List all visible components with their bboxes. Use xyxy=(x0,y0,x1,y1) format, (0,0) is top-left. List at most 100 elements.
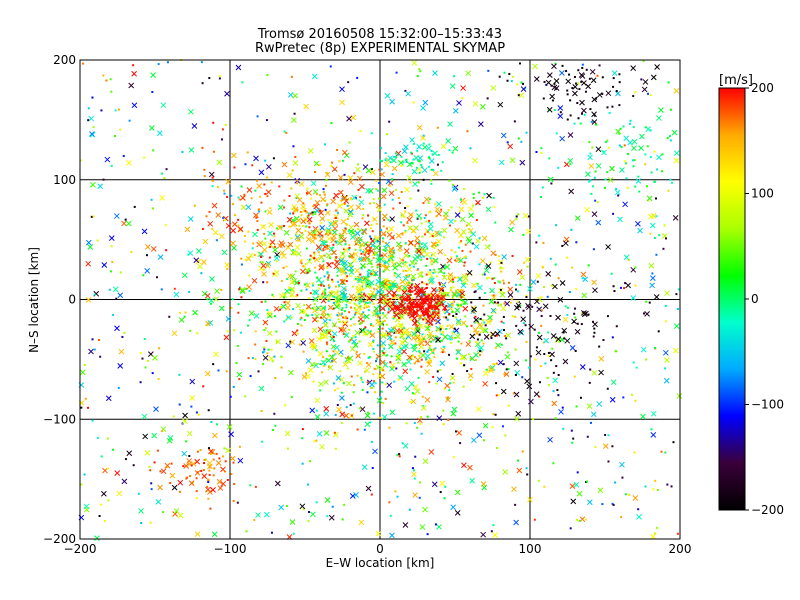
data-point-dot xyxy=(505,368,508,371)
data-point-x xyxy=(298,181,305,187)
data-point-dot xyxy=(604,186,607,189)
data-point-dot xyxy=(374,294,377,297)
data-point-dot xyxy=(484,324,487,327)
data-point-dot xyxy=(213,467,216,470)
data-point-dot xyxy=(542,97,545,100)
data-point-x xyxy=(339,279,346,285)
data-point-dot xyxy=(463,188,466,191)
data-point-dot xyxy=(415,298,418,301)
data-point-dot xyxy=(527,215,530,218)
data-point-dot xyxy=(354,243,357,246)
data-point-dot xyxy=(280,279,283,282)
data-point-dot xyxy=(249,375,252,378)
data-point-x xyxy=(208,297,215,304)
data-point-x xyxy=(412,384,419,390)
data-point-dot xyxy=(332,335,335,338)
data-point-dot xyxy=(395,71,398,74)
data-point-dot xyxy=(537,479,540,482)
data-point-dot xyxy=(270,531,273,534)
data-point-dot xyxy=(382,312,385,315)
data-point-dot xyxy=(549,257,552,260)
data-point-x xyxy=(336,203,343,209)
data-point-x xyxy=(319,443,325,450)
data-point-dot xyxy=(195,411,198,414)
data-point-dot xyxy=(355,350,358,353)
data-point-dot xyxy=(634,399,637,402)
data-point-dot xyxy=(476,282,479,285)
data-point-dot xyxy=(498,255,501,258)
data-point-x xyxy=(380,293,386,300)
data-point-dot xyxy=(498,280,501,283)
data-point-dot xyxy=(262,362,265,365)
data-point-dot xyxy=(415,343,418,346)
data-point-dot xyxy=(404,297,407,300)
data-point-x xyxy=(430,315,436,322)
data-point-x xyxy=(280,253,287,259)
data-point-x xyxy=(317,305,324,312)
data-point-x xyxy=(369,332,376,339)
data-point-x xyxy=(425,307,431,313)
data-point-dot xyxy=(392,249,395,252)
data-point-x xyxy=(290,249,297,256)
data-point-dot xyxy=(428,347,431,350)
data-point-x xyxy=(405,294,412,300)
data-point-x xyxy=(524,378,530,385)
data-point-dot xyxy=(411,302,414,305)
data-point-dot xyxy=(385,278,388,281)
data-point-dot xyxy=(195,490,198,493)
data-point-x xyxy=(553,78,560,84)
data-point-x xyxy=(364,280,371,286)
data-point-dot xyxy=(362,207,365,210)
data-point-dot xyxy=(230,306,233,309)
data-point-x xyxy=(370,169,376,176)
data-point-x xyxy=(359,241,365,248)
data-point-x xyxy=(576,490,583,497)
data-point-dot xyxy=(462,282,465,285)
data-point-dot xyxy=(502,279,505,282)
data-point-dot xyxy=(335,209,338,212)
data-point-dot xyxy=(578,88,581,91)
data-point-x xyxy=(273,305,280,312)
data-point-dot xyxy=(350,414,353,417)
data-point-x xyxy=(429,303,436,309)
data-point-x xyxy=(346,115,352,122)
data-point-x xyxy=(286,216,293,223)
data-point-dot xyxy=(98,514,101,517)
data-point-x xyxy=(391,157,397,164)
data-point-dot xyxy=(226,195,229,198)
data-point-dot xyxy=(378,181,381,184)
data-point-dot xyxy=(434,297,437,300)
data-point-dot xyxy=(400,155,403,158)
data-point-dot xyxy=(273,355,276,358)
data-point-x xyxy=(284,430,291,437)
data-point-dot xyxy=(575,405,578,408)
data-point-dot xyxy=(547,351,550,354)
data-point-dot xyxy=(654,479,657,482)
data-point-x xyxy=(450,410,457,417)
data-point-x xyxy=(673,150,680,156)
data-point-dot xyxy=(606,315,609,318)
data-point-dot xyxy=(408,508,411,511)
data-point-dot xyxy=(359,246,362,249)
data-point-dot xyxy=(612,503,615,506)
data-point-dot xyxy=(168,315,171,318)
data-point-dot xyxy=(426,247,429,250)
data-point-dot xyxy=(114,109,117,112)
data-point-dot xyxy=(446,293,449,296)
data-point-x xyxy=(436,523,442,530)
data-point-dot xyxy=(283,296,286,299)
data-point-dot xyxy=(360,321,363,324)
data-point-dot xyxy=(334,285,337,288)
data-point-dot xyxy=(348,244,351,247)
data-point-dot xyxy=(672,441,675,444)
data-point-dot xyxy=(290,75,293,78)
data-point-dot xyxy=(326,271,329,274)
data-point-dot xyxy=(551,99,554,102)
data-point-dot xyxy=(110,90,113,93)
data-point-dot xyxy=(430,297,433,300)
data-point-dot xyxy=(303,265,306,268)
data-point-dot xyxy=(664,237,667,240)
data-point-dot xyxy=(346,217,349,220)
data-point-dot xyxy=(497,304,500,307)
data-point-dot xyxy=(231,298,234,301)
